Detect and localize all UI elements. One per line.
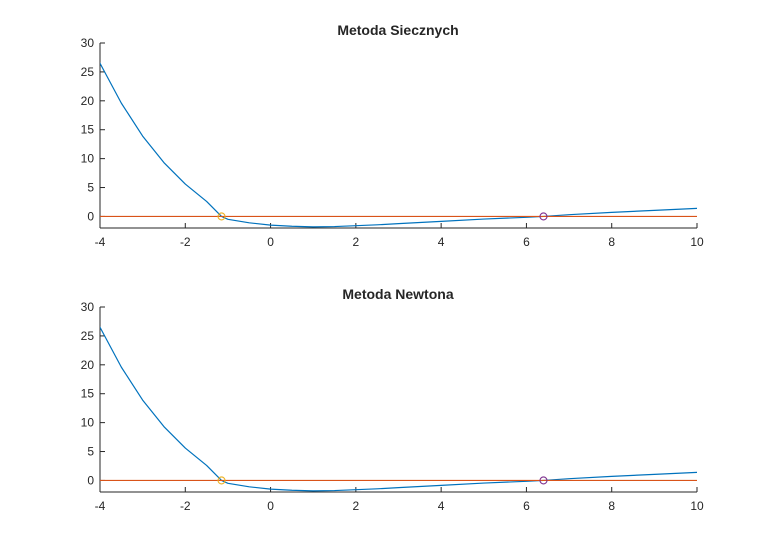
y-tick-label: 25	[81, 65, 95, 79]
y-tick-label: 5	[87, 445, 94, 459]
root-marker	[217, 212, 226, 221]
x-tick-label: 8	[608, 499, 615, 513]
x-tick-label: 0	[267, 499, 274, 513]
y-tick-label: 0	[87, 209, 94, 223]
x-tick-label: 8	[608, 235, 615, 249]
chart-title: Metoda Siecznych	[337, 22, 458, 38]
y-tick-label: 20	[81, 94, 95, 108]
y-tick-label: 10	[81, 416, 95, 430]
root-marker	[217, 476, 226, 485]
y-tick-label: 5	[87, 181, 94, 195]
x-tick-label: 10	[690, 499, 704, 513]
x-tick-label: -2	[180, 499, 191, 513]
axes-secant-method: Metoda Siecznych -4 -2 0 2 4 6 8 10 0 5 10 15 20 25 30	[81, 22, 704, 249]
y-tick-label: 10	[81, 152, 95, 166]
root-marker	[539, 212, 548, 221]
x-tick-label: -2	[180, 235, 191, 249]
y-tick-label: 15	[81, 123, 95, 137]
y-tick-label: 25	[81, 329, 95, 343]
x-tick-label: -4	[95, 235, 106, 249]
y-tick-label: 15	[81, 387, 95, 401]
chart-title: Metoda Newtona	[342, 286, 453, 302]
plot-area	[100, 62, 697, 228]
x-tick-label: 0	[267, 235, 274, 249]
x-tick-label: 4	[438, 499, 445, 513]
x-tick-label: 6	[523, 235, 530, 249]
axes-newton-method: Metoda Newtona -4 -2 0 2 4 6 8 10 0 5 10 15 20 25 30	[81, 286, 704, 513]
y-tick-label: 30	[81, 300, 95, 314]
x-tick-label: 6	[523, 499, 530, 513]
plot-area	[100, 326, 697, 492]
x-tick-label: 2	[353, 499, 360, 513]
y-tick-label: 20	[81, 358, 95, 372]
x-tick-label: -4	[95, 499, 106, 513]
y-tick-label: 30	[81, 36, 95, 50]
x-tick-label: 4	[438, 235, 445, 249]
x-tick-label: 10	[690, 235, 704, 249]
x-tick-label: 2	[353, 235, 360, 249]
y-tick-label: 0	[87, 473, 94, 487]
root-marker	[539, 476, 548, 485]
